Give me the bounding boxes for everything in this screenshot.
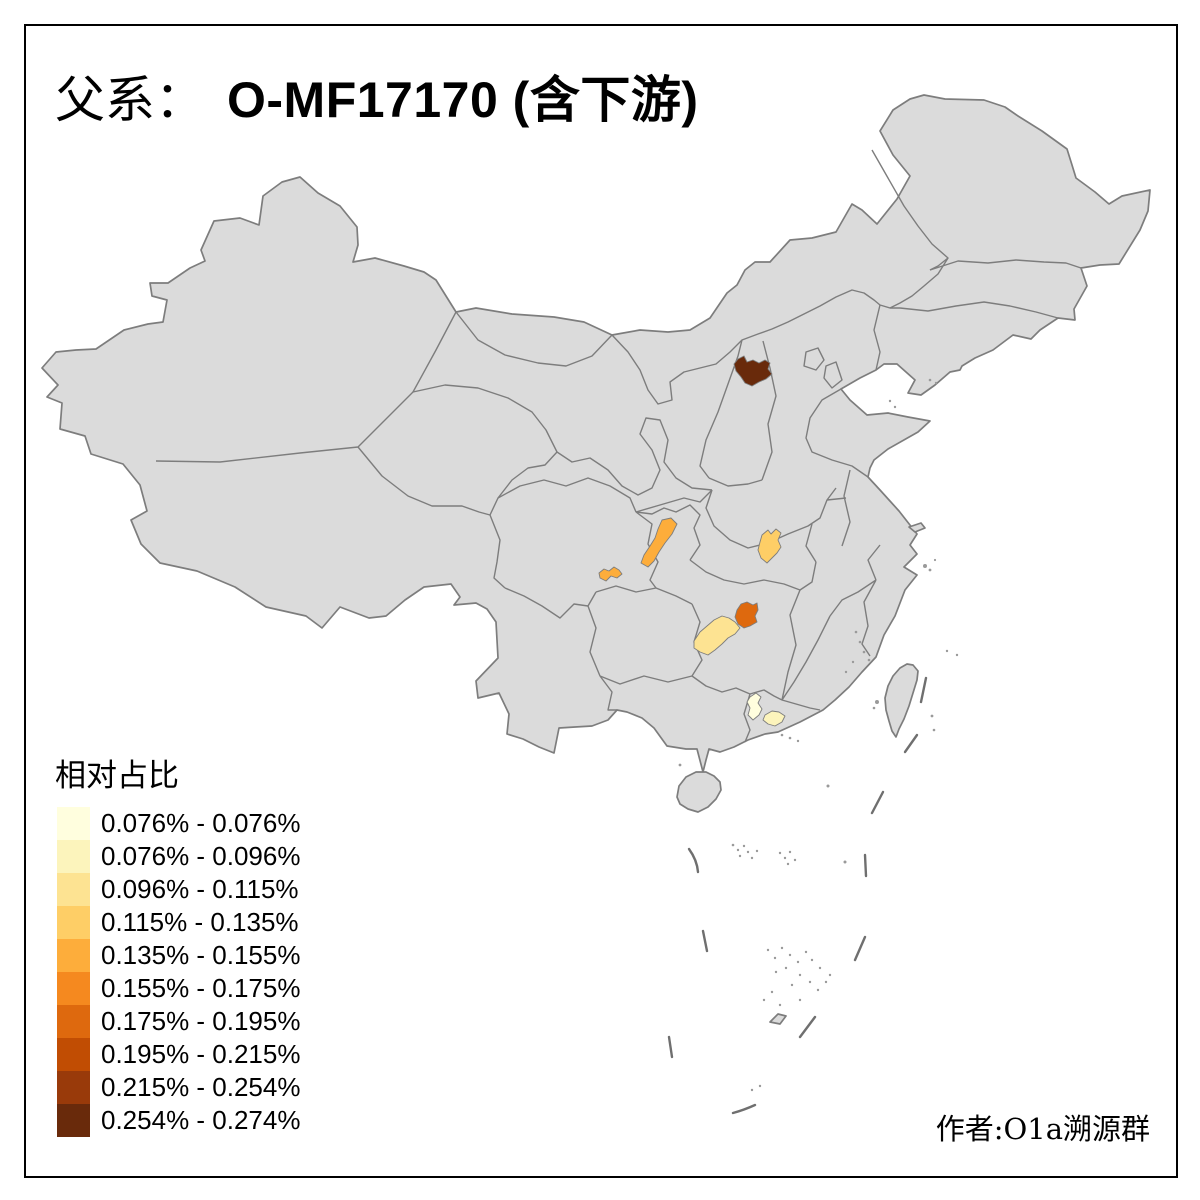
legend-row: 0.135% - 0.155% [57, 939, 300, 972]
legend-swatch [57, 1071, 90, 1104]
legend: 0.076% - 0.076% 0.076% - 0.096% 0.096% -… [57, 807, 300, 1137]
legend-row: 0.096% - 0.115% [57, 873, 300, 906]
mainland-china [41, 94, 1151, 773]
legend-row: 0.175% - 0.195% [57, 1005, 300, 1038]
legend-label: 0.215% - 0.254% [101, 1072, 301, 1102]
legend-swatch [57, 1038, 90, 1071]
legend-row: 0.115% - 0.135% [57, 906, 300, 939]
page-title: 父系： O-MF17170 (含下游) [55, 60, 698, 132]
taiwan-island [884, 663, 919, 738]
region-guizhou-hunan-border [693, 615, 741, 656]
legend-swatch [57, 807, 90, 840]
region-hubei-central [757, 528, 782, 564]
province-borders [155, 149, 1082, 743]
region-guangdong-west [746, 692, 763, 721]
legend-row: 0.076% - 0.096% [57, 840, 300, 873]
legend-row: 0.254% - 0.274% [57, 1104, 300, 1137]
legend-swatch [57, 873, 90, 906]
chongming-island [908, 522, 926, 533]
legend-row: 0.195% - 0.215% [57, 1038, 300, 1071]
legend-title: 相对占比 [55, 758, 179, 794]
region-shanxi-north [733, 355, 773, 387]
legend-swatch [57, 1005, 90, 1038]
legend-row: 0.215% - 0.254% [57, 1071, 300, 1104]
legend-row: 0.155% - 0.175% [57, 972, 300, 1005]
legend-row: 0.076% - 0.076% [57, 807, 300, 840]
legend-swatch [57, 939, 90, 972]
small-islands [678, 378, 959, 1092]
legend-label: 0.155% - 0.175% [101, 973, 301, 1003]
plot-border [24, 24, 1178, 1178]
region-hunan-central [734, 601, 759, 629]
title-lineage: O-MF17170 (含下游) [227, 72, 699, 128]
title-prefix: 父系： [55, 71, 205, 129]
legend-label: 0.254% - 0.274% [101, 1105, 301, 1135]
hainan-island [676, 771, 722, 813]
region-sichuan-south [598, 566, 623, 582]
legend-swatch [57, 840, 90, 873]
legend-label: 0.096% - 0.115% [101, 874, 299, 904]
land-group [41, 94, 1151, 1025]
legend-label: 0.135% - 0.155% [101, 940, 301, 970]
region-guangdong-coast [762, 710, 786, 727]
legend-label: 0.115% - 0.135% [101, 907, 299, 937]
spratly-islet [769, 1013, 787, 1025]
legend-swatch [57, 972, 90, 1005]
legend-swatch [57, 1104, 90, 1137]
legend-label: 0.076% - 0.096% [101, 841, 301, 871]
region-sichuan-northeast [640, 517, 678, 568]
legend-label: 0.175% - 0.195% [101, 1006, 301, 1036]
legend-label: 0.195% - 0.215% [101, 1039, 301, 1069]
highlighted-regions [598, 355, 786, 727]
nine-dash-line [667, 676, 928, 1115]
legend-swatch [57, 906, 90, 939]
legend-label: 0.076% - 0.076% [101, 808, 301, 838]
author-credit: 作者:O1a溯源群 [935, 1112, 1150, 1146]
